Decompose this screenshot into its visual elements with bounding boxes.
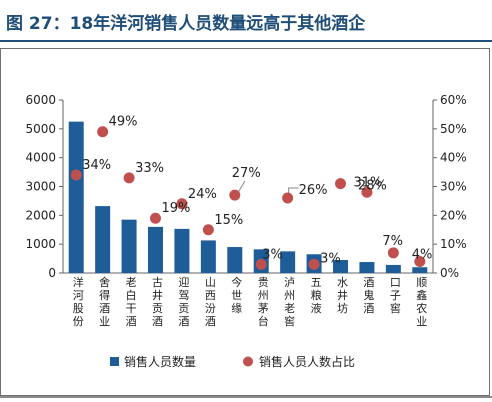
dot-point	[282, 192, 294, 204]
bar	[68, 121, 84, 273]
right-tick-label: 60%	[440, 93, 467, 107]
dot-data-label: 27%	[232, 166, 261, 181]
bar	[359, 262, 375, 273]
dot-data-label: 3%	[320, 251, 341, 266]
category-label: 顺鑫农业	[416, 276, 427, 328]
chart-frame	[0, 48, 490, 396]
category-label: 酒鬼酒	[363, 276, 374, 315]
legend-dot-swatch	[243, 356, 253, 367]
dot-point	[150, 212, 161, 224]
dot-point	[97, 126, 109, 138]
dot-point	[202, 224, 214, 236]
left-tick-label: 0	[48, 266, 56, 280]
legend-bar-swatch	[110, 357, 119, 366]
dot-data-label: 3%	[262, 247, 283, 262]
dot-point	[123, 172, 135, 184]
leader-line	[288, 187, 299, 195]
right-tick-label: 50%	[440, 122, 467, 136]
left-tick-label: 2000	[25, 208, 56, 222]
dot-point	[308, 258, 320, 270]
bottom-rule	[0, 396, 492, 398]
dot-data-label: 33%	[135, 161, 164, 176]
bar	[280, 251, 296, 273]
category-label: 迎驾贡酒	[178, 276, 189, 328]
bar	[227, 247, 243, 273]
legend: 销售人员数量 销售人员人数占比	[110, 354, 355, 369]
category-label: 老白干酒	[126, 276, 137, 328]
dot-point	[255, 258, 267, 270]
dot-point	[229, 189, 241, 201]
dot-point	[70, 169, 82, 181]
left-tick-label: 1000	[25, 237, 56, 251]
dot-data-label: 34%	[82, 158, 111, 173]
right-tick-label: 40%	[440, 151, 467, 165]
right-tick-label: 20%	[440, 208, 467, 222]
bar	[333, 260, 348, 273]
category-labels: 洋河股份 舍得酒业 老白干酒 古井贡酒 迎驾贡酒 山西汾酒 今世缘 贵州茅台 泸州老窖 五粮液 水井…	[73, 275, 428, 328]
bar	[148, 226, 163, 273]
dot-data-label: 7%	[382, 234, 403, 249]
dot-data-label: 49%	[109, 115, 138, 130]
right-axis-ticks: 0% 10% 20% 30% 40% 50% 60%	[433, 93, 467, 280]
bar-series	[68, 121, 428, 273]
title-bar: 图 27：18年洋河销售人员数量远高于其他酒企	[0, 0, 492, 40]
left-tick-label: 4000	[25, 151, 56, 165]
left-tick-label: 5000	[25, 122, 56, 136]
legend-dot-label: 销售人员人数占比	[259, 354, 355, 369]
category-label: 舍得酒业	[99, 275, 110, 328]
legend-bar-label: 销售人员数量	[124, 354, 196, 369]
category-label: 口子窖	[390, 276, 401, 315]
category-label: 今世缘	[231, 275, 242, 315]
dot-data-label: 26%	[299, 183, 328, 198]
data-labels: 34% 49% 33% 19%24% 15% 27% 3% 26% 3% 31%28% 7% 4%	[82, 115, 432, 267]
leader-line	[237, 180, 246, 194]
dot-point	[335, 178, 346, 190]
dot-point	[361, 186, 373, 198]
category-label: 山西汾酒	[205, 276, 216, 328]
dot-series	[70, 126, 426, 270]
right-tick-label: 30%	[440, 180, 467, 194]
category-label: 水井坊	[337, 276, 348, 315]
bar	[200, 240, 216, 273]
dot-data-label: 4%	[412, 247, 433, 262]
left-tick-label: 6000	[25, 93, 56, 107]
title-rule	[0, 40, 492, 42]
dot-data-label: 24%	[188, 187, 217, 202]
bar	[385, 264, 401, 273]
right-tick-label: 10%	[440, 237, 467, 251]
dot-data-label: 31%	[354, 176, 383, 191]
category-label: 贵州茅台	[258, 276, 269, 328]
dot-data-label: 28%	[358, 178, 387, 193]
right-tick-label: 0%	[440, 266, 459, 280]
dot-data-label: 19%	[162, 201, 191, 216]
bar	[121, 219, 137, 273]
dot-data-label: 15%	[214, 213, 243, 228]
category-label: 洋河股份	[73, 275, 84, 328]
dot-point	[387, 247, 399, 259]
dot-point	[414, 255, 426, 267]
category-label: 古井贡酒	[152, 276, 163, 328]
left-axis-ticks: 0 1000 2000 3000 4000 5000 6000	[25, 93, 63, 280]
dot-point	[176, 198, 188, 210]
bar	[95, 206, 111, 273]
left-tick-label: 3000	[25, 180, 56, 194]
category-label: 泸州老窖	[284, 276, 295, 328]
bar	[412, 267, 428, 273]
bar	[174, 228, 190, 273]
figure-title: 图 27：18年洋河销售人员数量远高于其他酒企	[6, 14, 366, 34]
leader-lines	[237, 180, 299, 195]
category-label: 五粮液	[311, 276, 322, 315]
